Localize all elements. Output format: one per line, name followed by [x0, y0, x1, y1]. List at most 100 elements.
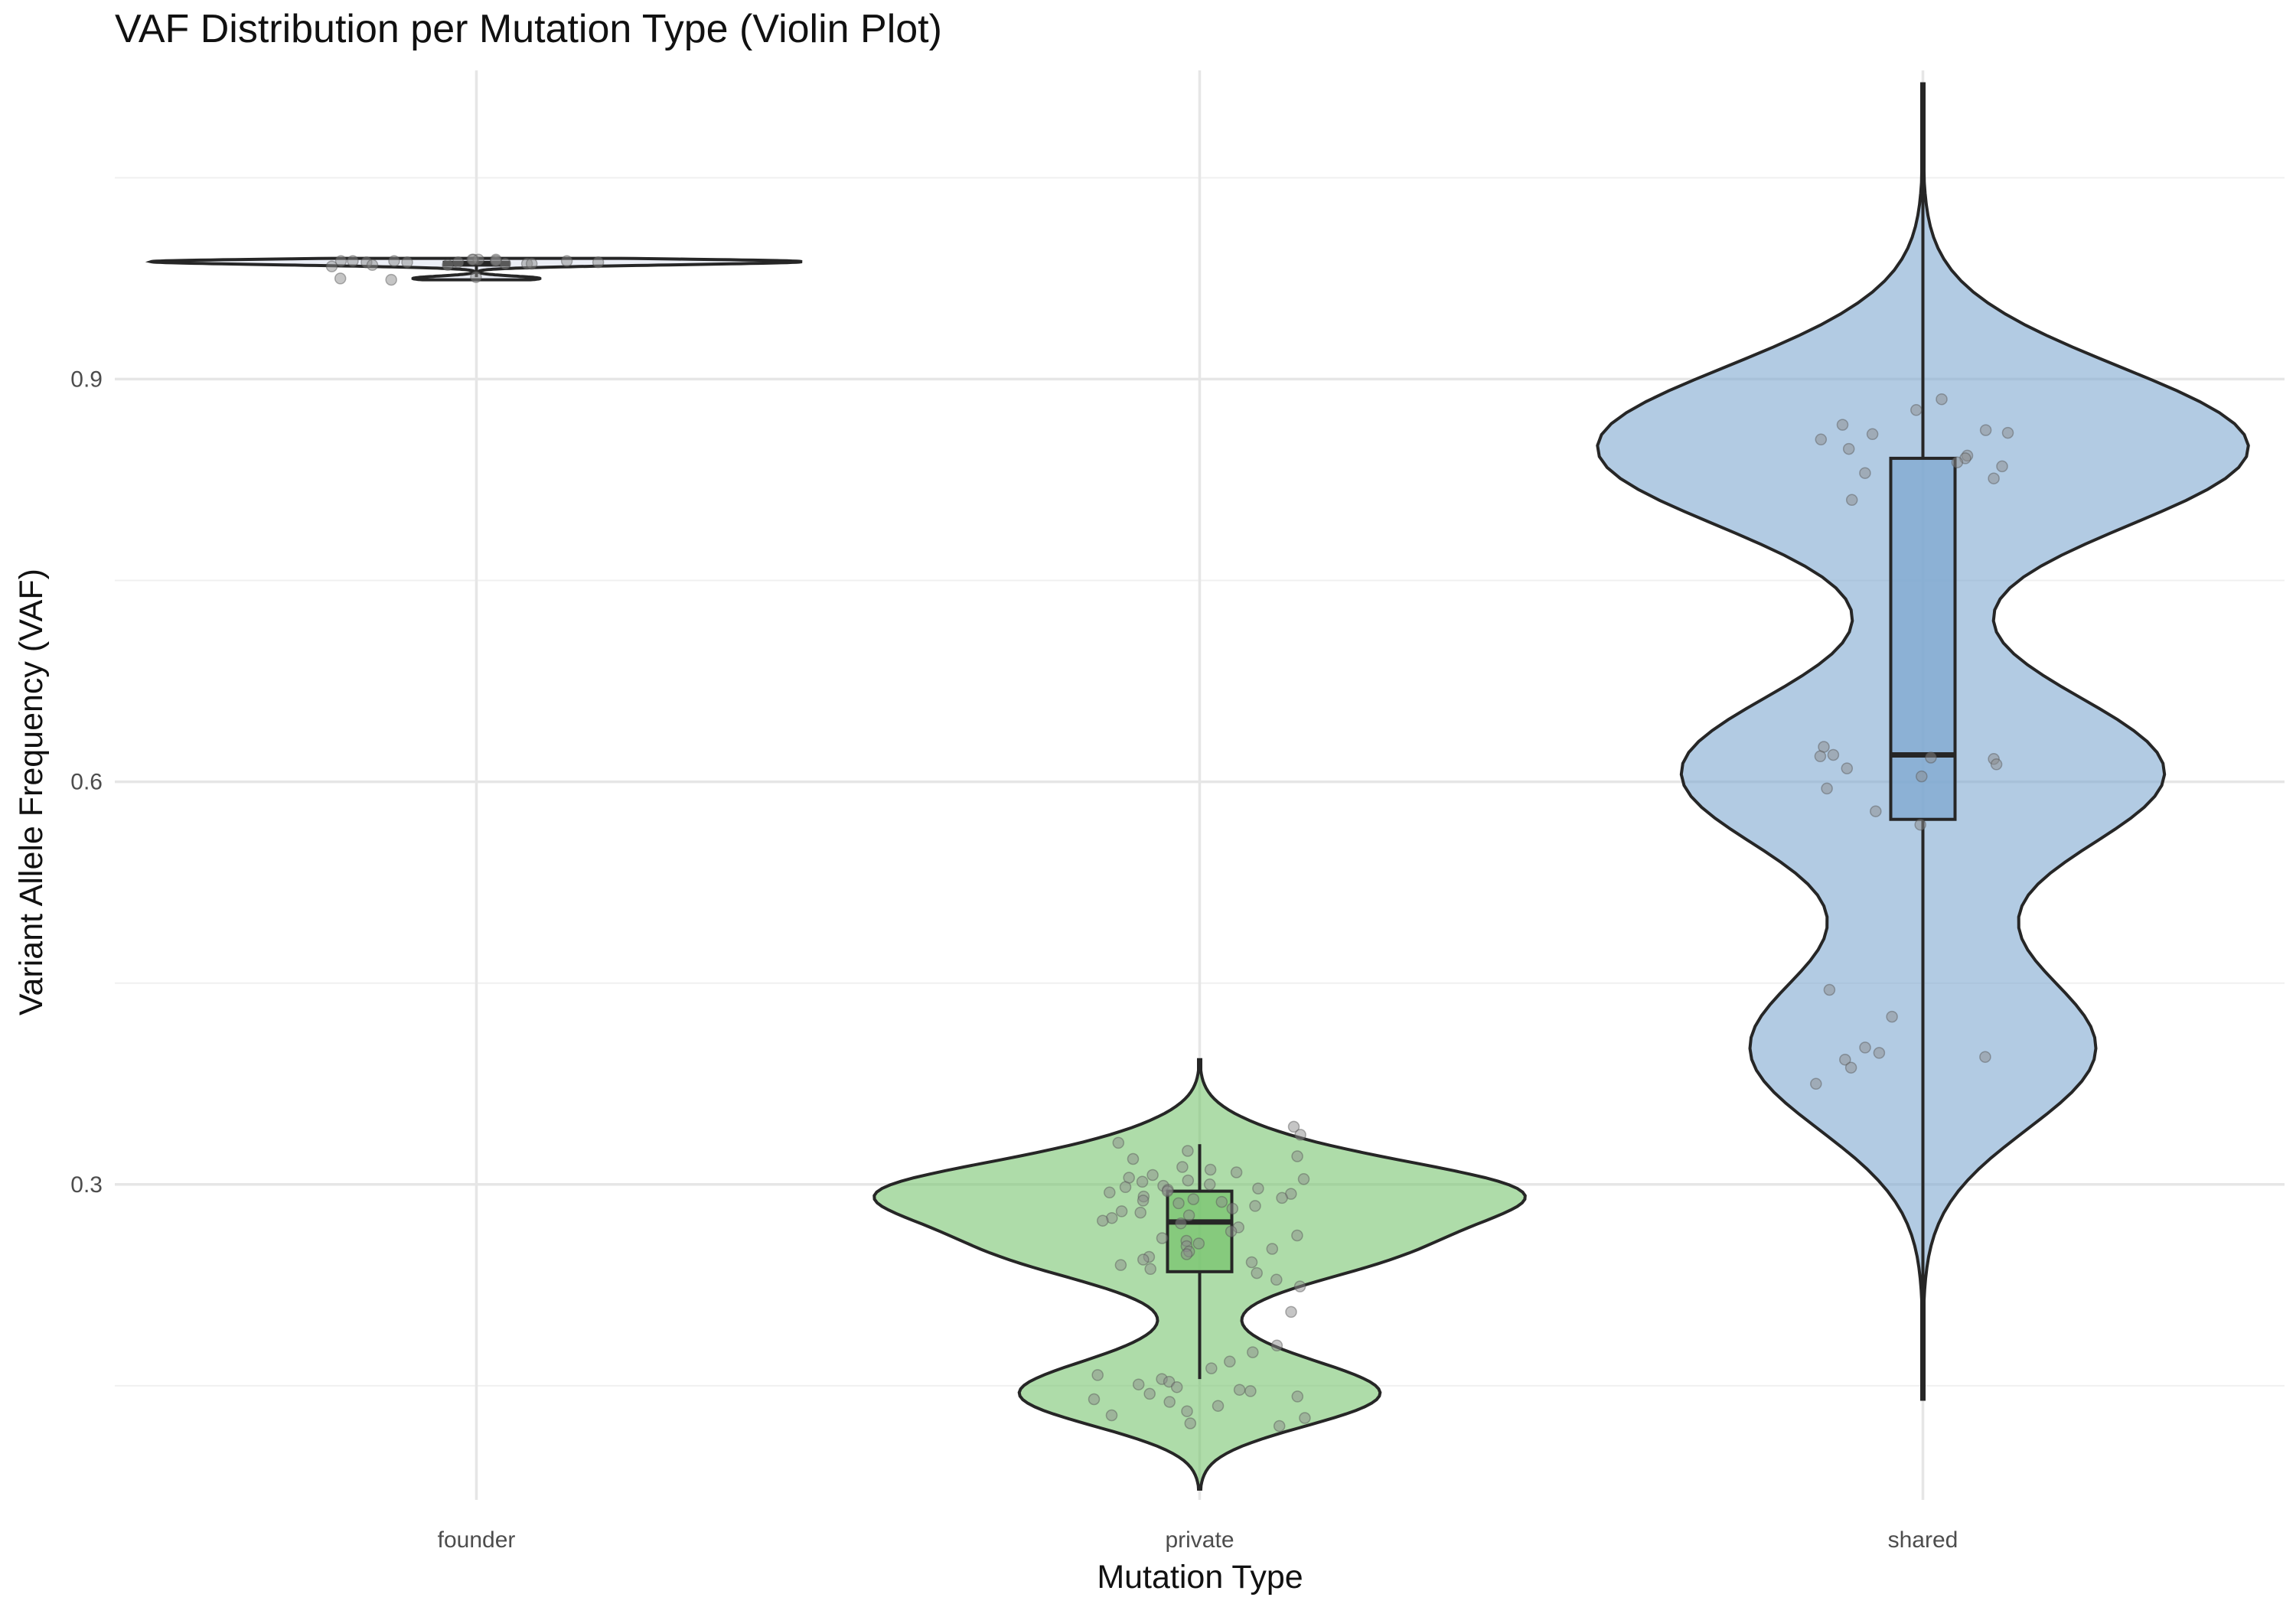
data-point-private — [1244, 1385, 1257, 1397]
data-point-private — [1182, 1209, 1195, 1221]
y-tick-label: 0.3 — [70, 1172, 103, 1198]
data-point-private — [1091, 1369, 1104, 1381]
x-tick-label: shared — [1888, 1527, 1958, 1553]
data-point-shared — [1815, 433, 1828, 446]
data-point-private — [1112, 1136, 1125, 1149]
data-point-founder — [466, 253, 478, 266]
x-tick-label: founder — [438, 1527, 516, 1553]
data-point-founder — [385, 273, 397, 286]
data-point-private — [1297, 1173, 1310, 1185]
data-point-shared — [1842, 442, 1855, 455]
data-point-private — [1123, 1172, 1135, 1184]
data-point-private — [1181, 1405, 1193, 1417]
data-point-private — [1134, 1206, 1146, 1219]
data-point-private — [1104, 1186, 1116, 1199]
data-point-private — [1230, 1166, 1243, 1178]
data-point-private — [1233, 1384, 1246, 1396]
data-point-private — [1291, 1390, 1304, 1403]
data-point-shared — [1823, 983, 1836, 996]
data-point-private — [1097, 1214, 1109, 1227]
data-point-private — [1226, 1202, 1239, 1215]
data-point-founder — [560, 255, 573, 267]
data-point-shared — [1914, 818, 1926, 831]
x-axis-title: Mutation Type — [1097, 1559, 1303, 1596]
data-point-private — [1245, 1256, 1258, 1269]
data-point-shared — [1839, 1053, 1851, 1066]
data-point-private — [1176, 1161, 1189, 1173]
data-point-private — [1105, 1409, 1118, 1422]
data-point-private — [1224, 1355, 1236, 1368]
data-point-private — [1247, 1346, 1259, 1358]
y-tick-label: 0.6 — [70, 770, 103, 795]
data-point-private — [1170, 1380, 1183, 1393]
data-point-shared — [1988, 472, 2000, 484]
data-point-private — [1287, 1120, 1300, 1133]
data-point-private — [1182, 1174, 1195, 1187]
data-point-founder — [334, 272, 347, 285]
data-point-private — [1266, 1243, 1279, 1255]
data-point-private — [1273, 1420, 1286, 1433]
data-point-private — [1212, 1400, 1225, 1412]
data-point-private — [1146, 1169, 1159, 1182]
data-point-shared — [1870, 805, 1882, 817]
data-point-private — [1137, 1253, 1150, 1266]
data-point-private — [1252, 1182, 1264, 1195]
data-point-private — [1291, 1229, 1303, 1242]
data-point-shared — [1925, 751, 1937, 764]
data-point-founder — [442, 259, 454, 272]
data-point-shared — [1818, 741, 1830, 753]
data-point-private — [1161, 1185, 1174, 1198]
data-point-private — [1299, 1412, 1311, 1424]
data-point-shared — [1886, 1010, 1898, 1023]
data-point-founder — [388, 255, 400, 267]
data-point-founder — [452, 256, 465, 269]
data-point-private — [1291, 1150, 1303, 1162]
data-point-shared — [1836, 419, 1849, 431]
data-point-shared — [1910, 404, 1923, 416]
data-point-private — [1088, 1393, 1101, 1406]
data-point-shared — [1810, 1077, 1822, 1090]
data-point-private — [1127, 1152, 1140, 1165]
data-point-founder — [525, 257, 538, 270]
data-point-shared — [1979, 424, 1992, 436]
data-point-private — [1294, 1129, 1306, 1141]
data-point-private — [1163, 1375, 1176, 1388]
data-point-shared — [1859, 467, 1871, 479]
data-point-shared — [1979, 1051, 1991, 1063]
data-point-private — [1192, 1237, 1205, 1250]
data-point-private — [1115, 1205, 1128, 1217]
data-point-private — [1137, 1195, 1150, 1207]
y-tick-label: 0.9 — [70, 367, 103, 392]
data-point-founder — [347, 255, 359, 267]
data-point-private — [1144, 1263, 1156, 1276]
axis-labels: Mutation Type Variant Allele Frequency (… — [13, 367, 1958, 1596]
data-point-founder — [366, 259, 379, 272]
data-point-shared — [1859, 1041, 1871, 1054]
data-point-private — [1285, 1305, 1297, 1319]
data-point-private — [1187, 1193, 1200, 1205]
data-point-private — [1156, 1232, 1169, 1244]
data-point-founder — [325, 260, 338, 272]
data-point-private — [1285, 1188, 1297, 1200]
data-point-founder — [470, 271, 482, 283]
data-point-shared — [1996, 460, 2008, 473]
data-point-private — [1119, 1181, 1132, 1194]
chart-title: VAF Distribution per Mutation Type (Viol… — [115, 7, 942, 51]
data-point-shared — [1821, 782, 1833, 795]
data-point-private — [1204, 1163, 1217, 1176]
data-point-private — [1293, 1280, 1306, 1292]
data-point-shared — [1841, 762, 1854, 774]
data-point-private — [1215, 1195, 1228, 1208]
jitter-points — [325, 253, 2014, 1433]
data-point-shared — [1814, 750, 1827, 763]
data-point-shared — [1845, 494, 1858, 507]
data-point-founder — [592, 256, 605, 269]
data-point-private — [1132, 1378, 1145, 1390]
data-point-private — [1249, 1200, 1261, 1212]
data-point-private — [1143, 1387, 1156, 1400]
data-point-shared — [2001, 426, 2014, 439]
data-point-private — [1205, 1362, 1218, 1374]
data-point-shared — [1916, 770, 1928, 783]
